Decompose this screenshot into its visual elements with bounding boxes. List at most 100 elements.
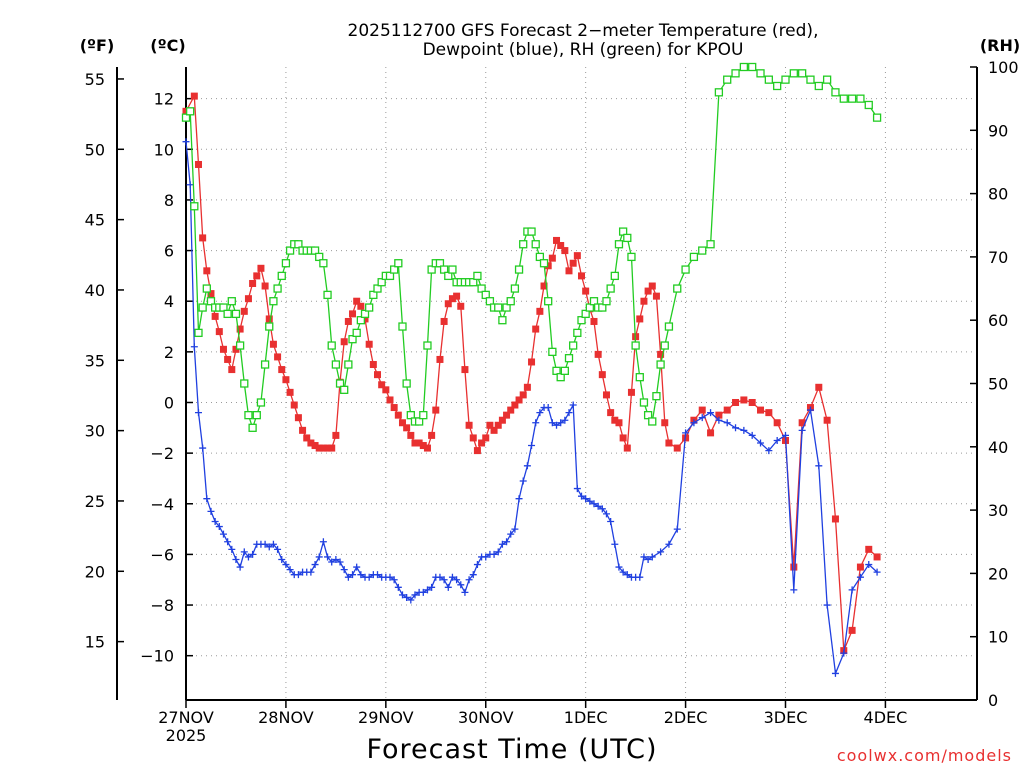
rh-point [244, 410, 253, 420]
dewpoint-point [394, 583, 402, 591]
rh-point [194, 328, 203, 338]
temperature-point [723, 406, 731, 414]
fahrenheit-tick-label: 25 [85, 492, 105, 511]
rh-point [377, 278, 386, 287]
temperature-point [215, 328, 223, 336]
temperature-point [573, 252, 581, 260]
temperature-point [773, 419, 781, 427]
temperature-point [386, 396, 394, 404]
temperature-point [478, 439, 486, 447]
celsius-tick-label: −2 [150, 444, 174, 463]
rh-tick-label: 30 [988, 501, 1008, 520]
temperature-point [648, 282, 656, 290]
temperature-point [640, 297, 648, 305]
rh-point [589, 297, 599, 306]
dewpoint-point [244, 553, 252, 561]
temperature-point [457, 302, 465, 310]
x-tick-label: 27NOV [158, 708, 214, 727]
rh-point [373, 284, 382, 293]
rh-point [602, 297, 611, 306]
temperature-point [473, 447, 481, 455]
rh-point [473, 271, 482, 281]
dewpoint-point [461, 588, 469, 596]
rh-point [635, 373, 644, 382]
temperature-point [873, 553, 881, 561]
dewpoint-point [532, 419, 540, 427]
dewpoint-point [823, 601, 831, 609]
dewpoint-point [324, 553, 332, 561]
rh-point [556, 373, 565, 382]
rh-point [756, 69, 765, 78]
rh-point [186, 107, 195, 116]
rh-point [310, 246, 320, 255]
temperature-point [673, 444, 681, 452]
temperature-point [382, 386, 390, 394]
dewpoint-series [182, 138, 881, 677]
temperature-point [615, 419, 623, 427]
rh-point [623, 233, 632, 243]
rh-point [327, 341, 336, 350]
dewpoint-point [840, 649, 848, 657]
rh-series [181, 62, 882, 432]
rh-point [656, 360, 665, 369]
credit-link[interactable]: coolwx.com/models [837, 746, 1012, 765]
dewpoint-point [511, 525, 519, 533]
rh-point [335, 379, 345, 388]
dewpoint-point [403, 593, 411, 601]
rh-point [435, 259, 445, 268]
dewpoint-point [553, 421, 561, 429]
temperature-point [482, 434, 490, 442]
rh-point [822, 75, 832, 84]
rh-line [185, 66, 878, 430]
rh-point [281, 259, 291, 268]
rh-point [723, 75, 732, 84]
rh-point [423, 341, 432, 350]
rh-point [227, 297, 236, 306]
rh-point [331, 360, 341, 369]
temperature-point [707, 429, 715, 437]
dewpoint-point [328, 558, 336, 566]
dewpoint-point [332, 555, 340, 563]
rh-point [469, 278, 478, 287]
x-axis-title: Forecast Time (UTC) [366, 734, 657, 765]
dewpoint-point [765, 447, 773, 455]
dewpoint-point [307, 568, 315, 576]
x-tick-label: 1DEC [564, 708, 608, 727]
rh-point [248, 423, 257, 432]
temperature-point [444, 300, 452, 308]
dewpoint-point [419, 588, 427, 596]
temperature-point [611, 416, 619, 424]
temperature-point [627, 388, 635, 396]
rh-point [664, 322, 674, 331]
temperature-point [498, 416, 506, 424]
temperature-point [448, 295, 456, 303]
dewpoint-point [573, 485, 581, 493]
dewpoint-point [636, 573, 644, 581]
temperature-point [299, 426, 307, 434]
dewpoint-point [219, 530, 227, 538]
dewpoint-point [269, 540, 277, 548]
temperature-point [490, 426, 498, 434]
temperature-point [398, 419, 406, 427]
temperature-point [798, 419, 806, 427]
rh-point [872, 113, 882, 122]
dewpoint-point [236, 563, 244, 571]
temperature-point [303, 434, 311, 442]
temperature-point [224, 355, 232, 363]
rh-point [240, 379, 249, 388]
dewpoint-point [336, 558, 344, 566]
rh-point [269, 297, 278, 306]
temperature-point [374, 371, 382, 379]
dewpoint-point [411, 591, 419, 599]
rh-point [340, 385, 349, 394]
dewpoint-point [515, 495, 523, 503]
temperature-point [565, 267, 573, 275]
temperature-point [528, 358, 536, 366]
dewpoint-point [732, 424, 740, 432]
dewpoint-point [311, 561, 319, 569]
temperature-point [286, 388, 294, 396]
temperature-point [315, 444, 323, 452]
dewpoint-point [203, 495, 211, 503]
fahrenheit-tick-label: 35 [85, 351, 105, 370]
celsius-tick-label: 6 [164, 242, 174, 261]
